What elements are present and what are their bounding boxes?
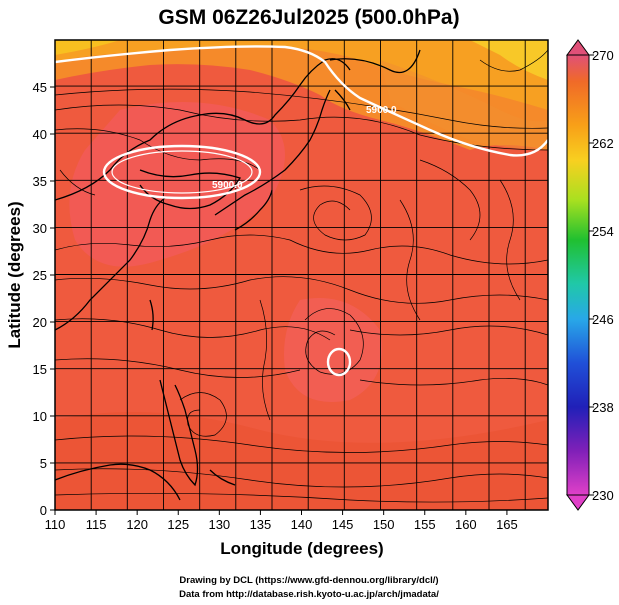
plot-area: 5900.0 5900.0 (55, 40, 548, 510)
x-tick-label: 140 (291, 517, 313, 532)
colorbar-tick-label: 230 (592, 488, 614, 503)
colorbar-tick-label: 246 (592, 312, 614, 327)
x-tick-label: 130 (208, 517, 230, 532)
y-tick-label: 15 (33, 362, 47, 377)
y-axis-label: Latitude (degrees) (5, 201, 24, 348)
x-tick-label: 115 (86, 517, 107, 532)
chart-title: GSM 06Z26Jul2025 (500.0hPa) (158, 6, 459, 29)
y-tick-label: 10 (33, 409, 47, 424)
contour-line-north (55, 45, 548, 157)
colorbar-tick-label: 238 (592, 400, 614, 415)
colorbar-tick-label: 270 (592, 48, 614, 63)
credit-drawing: Drawing by DCL (https://www.gfd-dennou.o… (179, 575, 438, 586)
height-contours (55, 45, 548, 377)
colorbar-tick-label: 262 (592, 136, 614, 151)
y-tick-label: 5 (40, 456, 47, 471)
y-tick-label: 0 (40, 503, 47, 518)
contour-label-west: 5900.0 (212, 180, 243, 191)
credit-data: Data from http://database.rish.kyoto-u.a… (179, 589, 439, 600)
y-axis: 0 5 10 15 20 25 30 35 40 45 (33, 80, 55, 518)
y-tick-label: 35 (33, 174, 47, 189)
colorbar-top-arrow (566, 39, 590, 56)
x-tick-label: 110 (45, 517, 66, 532)
x-tick-label: 155 (414, 517, 436, 532)
y-tick-label: 20 (33, 315, 47, 330)
x-tick-label: 150 (373, 517, 395, 532)
colorbar: 270 262 254 246 238 230 (566, 39, 614, 511)
lat-lon-grid (55, 40, 548, 510)
x-tick-label: 120 (126, 517, 148, 532)
cooler-band (55, 40, 548, 110)
x-tick-label: 145 (332, 517, 354, 532)
colorbar-bottom-arrow (566, 494, 590, 511)
x-tick-label: 125 (167, 517, 189, 532)
contour-loop-west (102, 144, 262, 200)
x-tick-label: 135 (250, 517, 272, 532)
colorbar-bar (566, 54, 590, 496)
y-tick-label: 40 (33, 127, 47, 142)
y-tick-label: 30 (33, 221, 47, 236)
y-tick-label: 45 (33, 80, 47, 95)
x-tick-label: 160 (455, 517, 477, 532)
y-tick-label: 25 (33, 268, 47, 283)
contour-label-north: 5900.0 (366, 105, 397, 116)
x-axis: 110 115 120 125 130 135 140 145 150 155 160 165 (45, 510, 518, 532)
colorbar-tick-label: 254 (592, 224, 614, 239)
x-tick-label: 165 (496, 517, 518, 532)
colorbar-ticks: 270 262 254 246 238 230 (589, 48, 614, 503)
contour-loop-typhoon (326, 347, 352, 377)
x-axis-label: Longitude (degrees) (220, 539, 383, 558)
